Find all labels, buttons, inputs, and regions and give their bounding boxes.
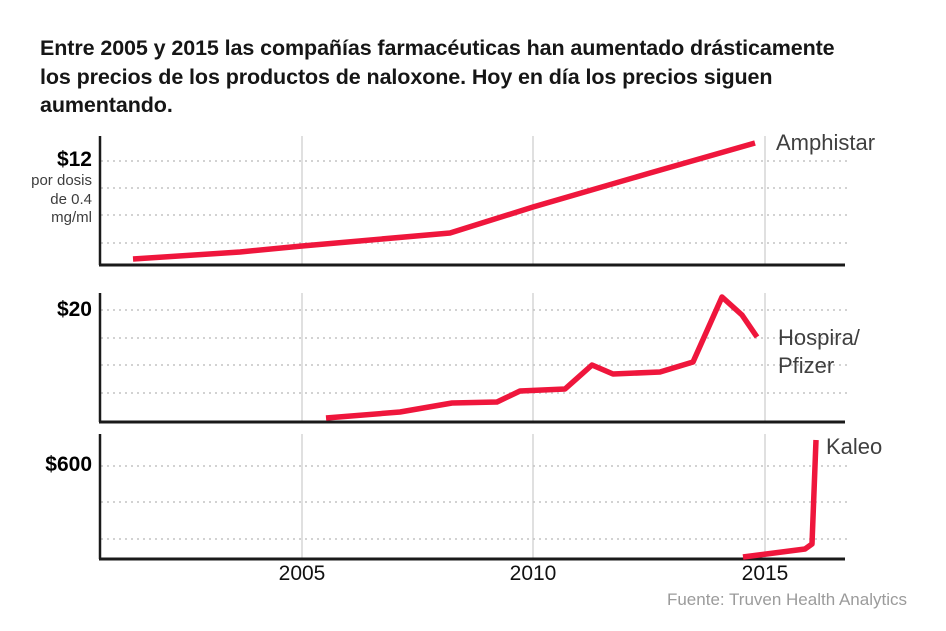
y-axis-label-chart1: $12 — [56, 148, 92, 171]
y-axis-label-chart2: $20 — [56, 298, 92, 321]
x-tick-label: 2015 — [741, 562, 789, 585]
y-axis-sublabel-line: mg/ml — [51, 209, 92, 226]
y-axis-sublabel-line: por dosis — [31, 172, 92, 189]
legend-amphistar: Amphistar — [776, 130, 876, 155]
x-tick-label: 2005 — [278, 562, 326, 585]
x-tick-label: 2010 — [509, 562, 557, 585]
y-axis-sublabel-line: de 0.4 — [50, 190, 92, 208]
y-axis-sublabel-chart1: por dosis de 0.4 mg/ml — [14, 172, 92, 228]
source-credit: Fuente: Truven Health Analytics — [666, 590, 907, 609]
legend-kaleo: Kaleo — [826, 434, 883, 459]
legend-hospira-pfizer: Hospira/ Pfizer — [778, 325, 860, 378]
chart-title: Entre 2005 y 2015 las compañías farmacéu… — [40, 36, 835, 117]
y-axis-label-chart3: $600 — [45, 453, 92, 476]
